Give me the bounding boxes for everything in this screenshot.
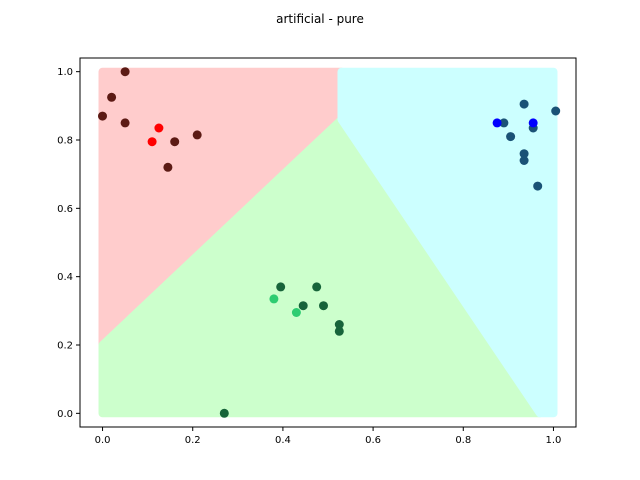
- scatter-point: [219, 408, 229, 418]
- y-tick-label: 0.8: [57, 136, 73, 147]
- scatter-point: [107, 92, 117, 102]
- scatter-point: [334, 326, 344, 336]
- scatter-point: [319, 301, 328, 311]
- scatter-point: [334, 320, 344, 329]
- y-tick-label: 0.6: [57, 204, 73, 215]
- y-tick-label: 0.2: [57, 341, 73, 352]
- scatter-point: [528, 118, 538, 128]
- decision-regions: [98, 67, 558, 418]
- data-points: [98, 67, 561, 418]
- scatter-point: [506, 132, 516, 142]
- plot-frame: [79, 57, 577, 428]
- x-tick-label: 0.2: [185, 435, 201, 446]
- x-tick-label: 0.4: [275, 435, 291, 446]
- y-tick-label: 0.4: [57, 272, 73, 283]
- scatter-point: [312, 282, 322, 292]
- chart-title: artificial - pure: [276, 12, 364, 26]
- x-tick-label: 1.0: [546, 435, 562, 446]
- scatter-point: [192, 130, 202, 140]
- scatter-point: [147, 137, 157, 147]
- scatter-point: [499, 118, 509, 128]
- scatter-point: [120, 67, 130, 77]
- y-tick-label: 0.0: [57, 409, 73, 420]
- x-tick-label: 0.8: [455, 435, 471, 446]
- scatter-point: [291, 308, 301, 317]
- scatter-point: [98, 111, 107, 121]
- scatter-point: [551, 106, 561, 116]
- scatter-point: [269, 294, 279, 304]
- x-tick-label: 0.6: [365, 435, 381, 446]
- scatter-point: [519, 156, 529, 165]
- y-axis-ticks: 0.0 0.2 0.4 0.6 0.8 1.0: [57, 67, 80, 420]
- scatter-point: [163, 162, 173, 172]
- scatter-point: [298, 301, 308, 311]
- scatter-point: [492, 118, 502, 128]
- scatter-point: [519, 149, 529, 159]
- scatter-point: [519, 99, 529, 109]
- scatter-point: [533, 181, 543, 191]
- scatter-point: [154, 123, 164, 133]
- cyan-region: [337, 67, 558, 418]
- scatter-point: [170, 137, 180, 147]
- scatter-point: [120, 118, 130, 128]
- x-axis-ticks: 0.0 0.2 0.4 0.6 0.8 1.0: [95, 427, 562, 446]
- x-tick-label: 0.0: [95, 435, 111, 446]
- scatter-point: [276, 282, 286, 292]
- y-tick-label: 1.0: [57, 67, 73, 78]
